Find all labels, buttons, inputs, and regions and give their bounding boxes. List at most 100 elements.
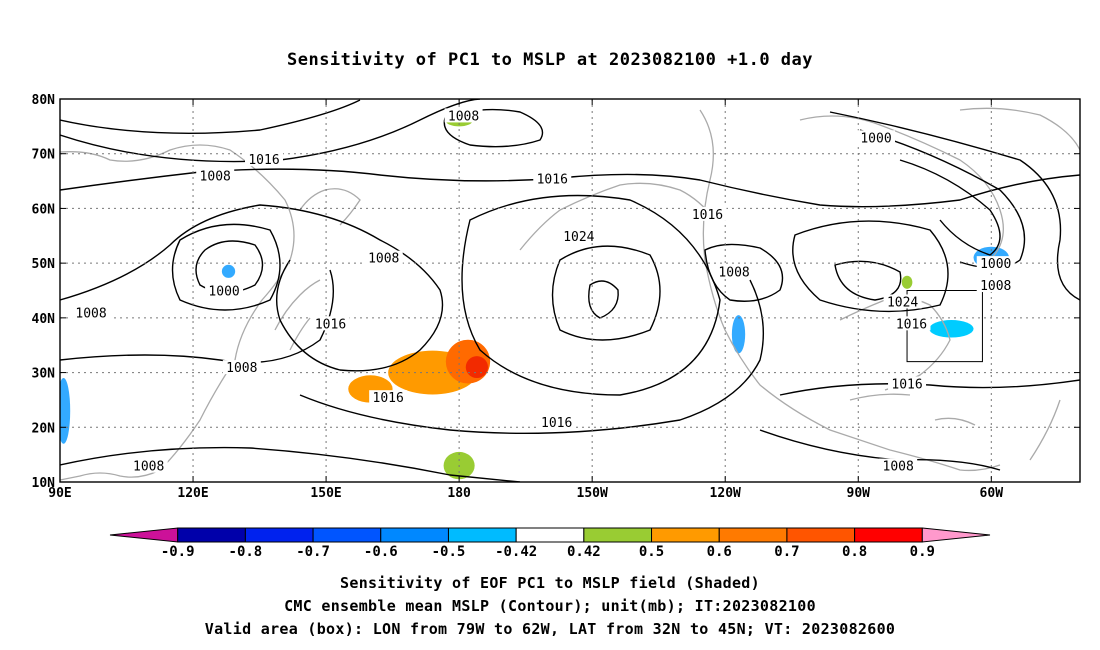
lon-label: 90W <box>847 486 871 501</box>
sensitivity-patch <box>929 320 974 338</box>
colorbar-swatch <box>447 527 517 543</box>
colorbar: -0.9 -0.8 -0.7 -0.6 -0.5 -0.42 0.42 0.5 0.6 0.7 0.… <box>109 527 991 560</box>
lon-label: 180 <box>447 486 471 501</box>
colorbar-tick-label: 0.6 <box>707 544 732 560</box>
contour-label-mask <box>444 108 483 123</box>
colorbar-tick-label: -0.5 <box>432 544 466 560</box>
lat-label: 60N <box>32 202 56 217</box>
contour-low-kuril-outer <box>171 223 281 311</box>
colorbar-swatch <box>244 527 314 543</box>
colorbar-tick-label: -0.9 <box>161 544 195 560</box>
contour-label-mask <box>892 316 931 331</box>
lat-label: 30N <box>32 367 56 382</box>
hudson-coastline <box>799 115 1004 261</box>
colorbar-tick-label: -0.42 <box>495 544 537 560</box>
contour-high-atlantic-outer <box>792 220 949 313</box>
contour-label: 1016 <box>692 208 723 223</box>
contour-high-atlantic <box>834 260 902 301</box>
contour-label: 1016 <box>315 317 346 332</box>
contour-arctic-1008 <box>60 99 361 135</box>
kamchatka-coastline <box>299 188 361 226</box>
contour-label-mask <box>196 168 235 183</box>
sensitivity-patch <box>221 264 236 278</box>
sensitivity-patch <box>901 275 913 289</box>
contour-label: 1016 <box>541 416 572 431</box>
north-america-coastline <box>699 109 1001 472</box>
contour-label-mask <box>311 316 350 331</box>
colorbar-tick-label: 0.42 <box>567 544 601 560</box>
lat-label: 20N <box>32 421 56 436</box>
contour-label-mask <box>879 458 918 473</box>
lat-label: 10N <box>32 476 56 491</box>
colorbar-tick-label: 0.5 <box>639 544 664 560</box>
contour-label-mask <box>129 458 168 473</box>
contour-label-mask <box>976 278 1015 293</box>
sensitivity-patch <box>60 378 71 444</box>
contour-label: 1008 <box>883 460 914 475</box>
footer-shading-description: Sensitivity of EOF PC1 to MSLP field (Sh… <box>340 574 760 592</box>
colorbar-tick-label: 0.8 <box>842 544 867 560</box>
contour-label-mask <box>976 256 1015 271</box>
contour-label: 1000 <box>860 131 891 146</box>
lat-label: 40N <box>32 312 56 327</box>
contour-label-mask <box>222 360 261 375</box>
contour-label: 1016 <box>537 172 568 187</box>
colorbar-tick-label: 0.9 <box>910 544 935 560</box>
contour-label-mask <box>883 294 922 309</box>
contour-arctic-1016 <box>60 99 481 163</box>
colorbar-tick-label: -0.7 <box>296 544 330 560</box>
contour-label: 1008 <box>133 460 164 475</box>
colorbar-swatch <box>854 527 923 543</box>
contour-label-mask <box>688 206 727 221</box>
colorbar-tick-label: 0.7 <box>774 544 799 560</box>
colorbar-swatch <box>515 527 585 543</box>
greenland-coastline <box>959 107 1080 151</box>
contour-label-mask <box>559 228 598 243</box>
contour-1016-east <box>779 379 1080 396</box>
sensitivity-patch <box>465 356 488 379</box>
colorbar-high-end <box>921 527 991 543</box>
lat-label: 50N <box>32 257 56 272</box>
contour-low-labrador-1 <box>899 159 1001 256</box>
footer-contour-description: CMC ensemble mean MSLP (Contour); unit(m… <box>284 597 816 615</box>
contour-label-mask <box>857 130 895 145</box>
contour-high-pacific-outer <box>461 194 721 396</box>
colorbar-low-end <box>109 527 179 543</box>
contour-label: 1008 <box>226 361 257 376</box>
contour-low-aleutian <box>443 108 544 148</box>
japan-coastline <box>274 279 321 351</box>
contour-high-pacific-mid <box>551 245 661 341</box>
colorbar-swatch <box>177 527 246 543</box>
colorbar-tick-label: -0.6 <box>364 544 398 560</box>
contour-low-kuril <box>195 240 264 294</box>
lon-label: 120W <box>710 486 741 501</box>
contour-label: 1000 <box>980 257 1011 272</box>
contour-1008-mid <box>60 204 444 372</box>
colorbar-swatch <box>583 527 653 543</box>
colorbar-swatch <box>718 527 788 543</box>
map-frame <box>59 98 1081 483</box>
contour-low-labrador-3 <box>829 111 1080 301</box>
contour-label: 1008 <box>368 252 399 267</box>
contour-high-pacific <box>588 280 619 319</box>
contour-label: 1008 <box>75 306 106 321</box>
contour-1008-na <box>704 243 784 302</box>
sensitivity-patch <box>731 315 746 354</box>
contour-label: 1008 <box>448 109 479 124</box>
lon-label: 90E <box>48 486 71 501</box>
colorbar-tick-label: -0.8 <box>229 544 263 560</box>
colorbar-swatch <box>786 527 856 543</box>
chart-title: Sensitivity of PC1 to MSLP at 2023082100… <box>286 50 813 70</box>
contour-label-mask <box>364 250 403 265</box>
colorbar-swatch <box>651 527 720 543</box>
contour-label-mask <box>205 283 244 298</box>
coastlines <box>60 107 1080 481</box>
footer-valid-area: Valid area (box): LON from 79W to 62W, L… <box>204 620 896 638</box>
contour-label: 1024 <box>887 295 918 310</box>
contour-labels: 1008 1016 1008 1016 1024 1016 1008 1000 1008 1016… <box>72 108 1015 475</box>
contour-label: 1016 <box>373 391 404 406</box>
lon-label: 120E <box>177 486 208 501</box>
contour-label: 1008 <box>718 265 749 280</box>
